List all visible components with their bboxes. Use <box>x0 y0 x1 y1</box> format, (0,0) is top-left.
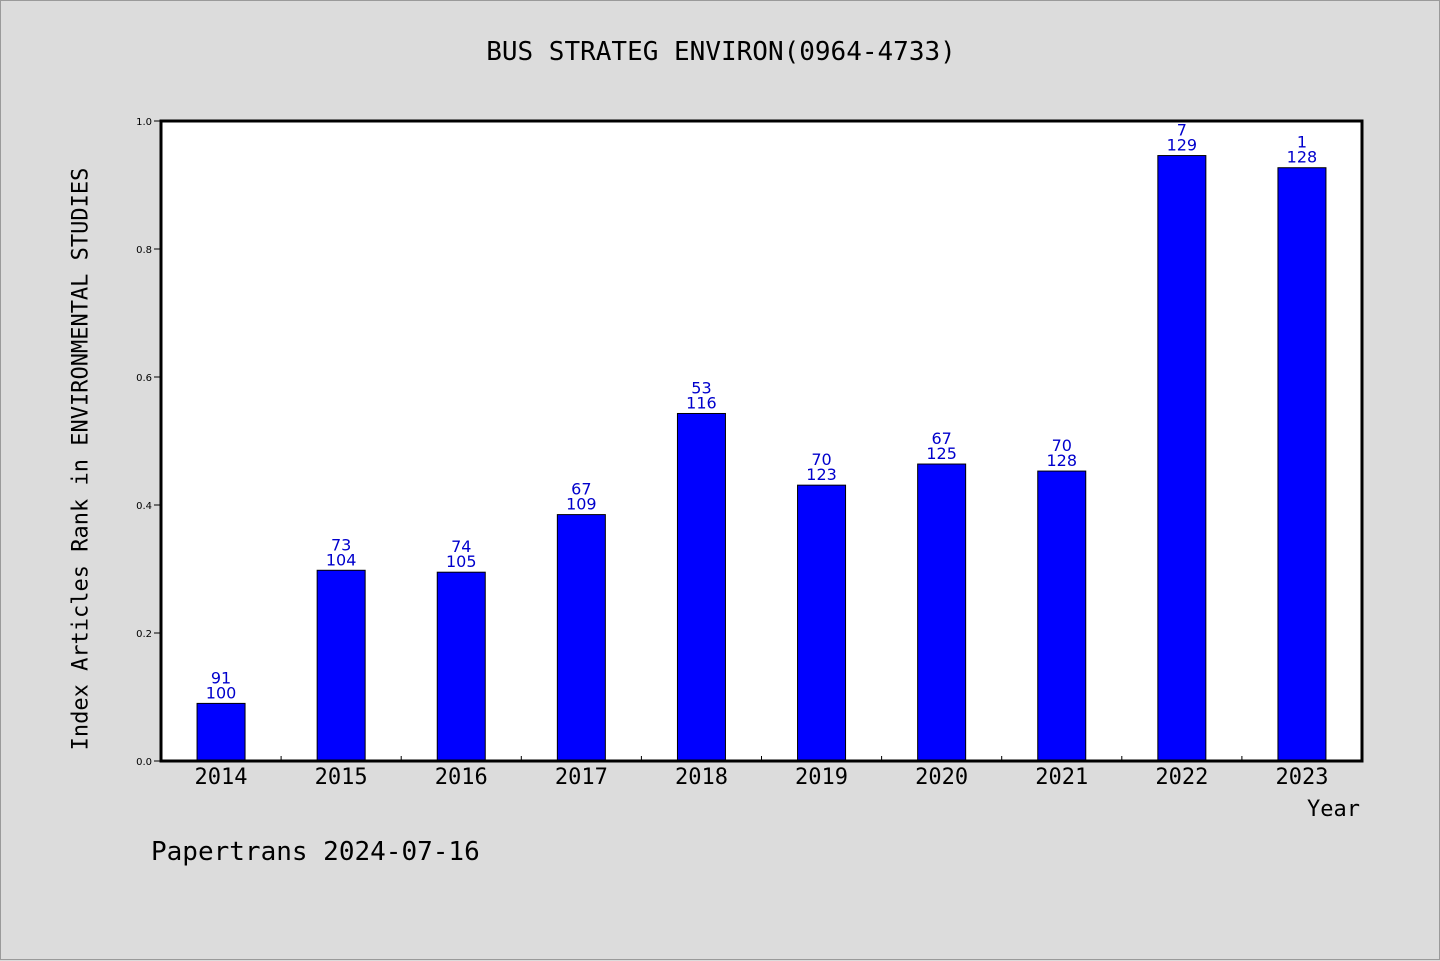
y-tick-label: 0.8 <box>136 245 152 256</box>
x-tick-label: 2017 <box>555 765 608 790</box>
x-tick-label: 2015 <box>315 765 368 790</box>
bar-2017 <box>556 514 606 762</box>
bar-2023 <box>1277 167 1327 762</box>
x-tick-label: 2019 <box>795 765 848 790</box>
bar-label-rank: 74 <box>451 537 471 556</box>
bar-label-total: 104 <box>326 550 357 569</box>
bar-label-total: 116 <box>686 393 717 412</box>
bar-2015 <box>316 569 366 762</box>
x-tick-label: 2014 <box>195 765 248 790</box>
bar-label-rank: 67 <box>931 429 951 448</box>
x-tick-label: 2021 <box>1035 765 1088 790</box>
bar-label-rank: 67 <box>571 480 591 499</box>
bar-2019 <box>797 484 847 762</box>
bar-label-rank: 91 <box>211 668 231 687</box>
bar-label-rank: 1 <box>1297 133 1307 152</box>
bar-label-total: 125 <box>926 444 957 463</box>
bar-label-total: 123 <box>806 465 837 484</box>
x-tick-label: 2020 <box>915 765 968 790</box>
plot-frame <box>159 119 1364 763</box>
x-axis-label: Year <box>1307 797 1360 822</box>
bar-2021 <box>1037 470 1087 762</box>
bar-2022 <box>1157 155 1207 762</box>
y-tick-label: 0.2 <box>136 629 152 640</box>
bar-label-rank: 70 <box>811 450 831 469</box>
footer-credit: Papertrans 2024-07-16 <box>151 837 480 867</box>
y-tick-label: 1.0 <box>136 117 152 128</box>
y-tick-label: 0.4 <box>136 501 152 512</box>
bar-label-total: 109 <box>566 495 597 514</box>
bar-2018 <box>676 412 726 762</box>
bar-2014 <box>196 702 246 762</box>
bar-label-rank: 53 <box>691 378 711 397</box>
bar-label-total: 128 <box>1287 148 1318 167</box>
chart-title: BUS STRATEG ENVIRON(0964-4733) <box>486 37 956 67</box>
y-tick-label: 0.0 <box>136 757 152 768</box>
bar-label-total: 128 <box>1046 451 1077 470</box>
bar-label-total: 100 <box>206 683 237 702</box>
x-tick-label: 2018 <box>675 765 728 790</box>
bar-label-total: 129 <box>1167 136 1198 155</box>
bar-label-rank: 73 <box>331 535 351 554</box>
x-tick-label: 2023 <box>1275 765 1328 790</box>
bar-label-total: 105 <box>446 552 477 571</box>
bar-2016 <box>436 571 486 762</box>
x-tick-label: 2022 <box>1155 765 1208 790</box>
x-tick-label: 2016 <box>435 765 488 790</box>
y-tick-label: 0.6 <box>136 373 152 384</box>
bar-label-rank: 70 <box>1052 436 1072 455</box>
bar-label-rank: 7 <box>1177 121 1187 140</box>
bar-2020 <box>917 463 967 762</box>
